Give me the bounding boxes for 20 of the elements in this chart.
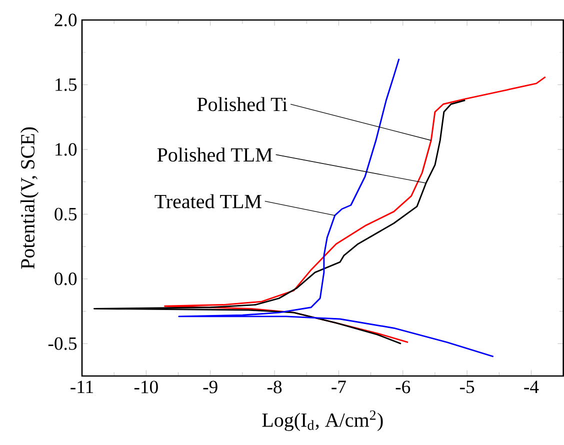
- y-tick-label: 0.0: [54, 272, 77, 286]
- annotation: Treated TLM: [154, 194, 262, 208]
- x-tick-label: -5: [460, 380, 474, 393]
- x-tick-label: -11: [70, 380, 93, 393]
- x-tick-label: -9: [203, 380, 218, 394]
- x-tick-label: -6: [396, 380, 410, 394]
- x-tick-label: -4: [524, 380, 539, 393]
- x-tick-label: -8: [267, 380, 282, 394]
- y-tick-label: 2.0: [54, 13, 77, 26]
- y-tick-label: 1.5: [56, 78, 77, 91]
- x-tick-label: -10: [134, 380, 158, 394]
- annotation: Polished TLM: [157, 147, 272, 162]
- y-tick-label: 0.5: [54, 208, 77, 220]
- y-axis-title: Potential(V, SCE): [20, 127, 39, 269]
- x-tick-label: -7: [332, 380, 346, 393]
- y-tick-label: 1.0: [56, 142, 77, 156]
- y-tick-label: -0.5: [48, 337, 77, 350]
- x-axis-title: Log(I$_{d}$, A/cm$^{2}$): [262, 410, 383, 431]
- annotation: Polished Ti: [197, 96, 288, 112]
- line-series: [93, 99, 466, 344]
